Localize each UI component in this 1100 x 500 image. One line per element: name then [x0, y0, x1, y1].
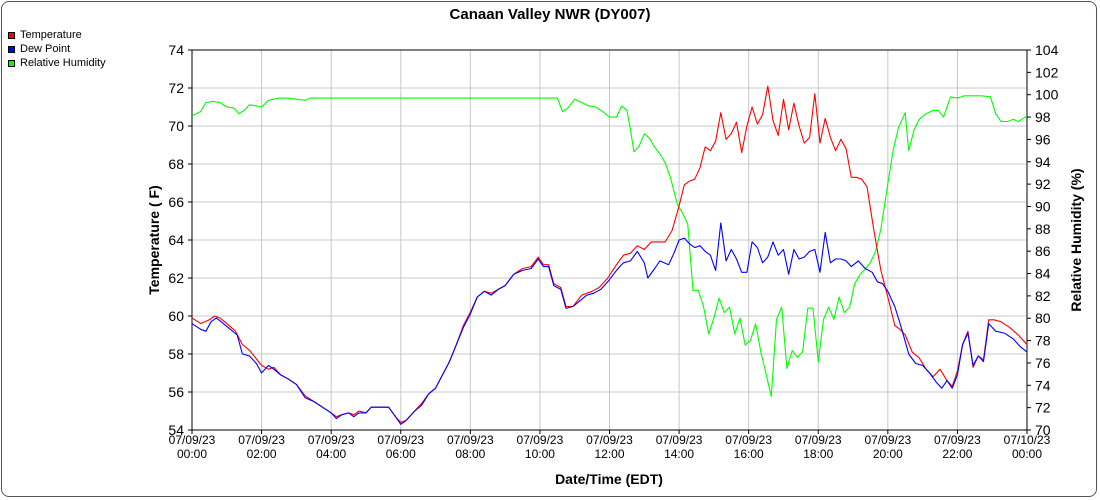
y2-tick-label: 100 [1035, 87, 1059, 103]
y-tick-label: 72 [168, 80, 184, 96]
y2-axis-label: Relative Humidity (%) [1068, 168, 1084, 311]
x-tick-label-date: 07/09/23 [656, 433, 703, 447]
grid [191, 49, 1028, 431]
x-tick-label-time: 20:00 [873, 447, 903, 461]
x-tick-label-date: 07/09/23 [447, 433, 494, 447]
y-tick-label: 58 [168, 346, 184, 362]
x-tick-label-time: 12:00 [594, 447, 624, 461]
x-tick-label-date: 07/09/23 [377, 433, 424, 447]
y2-tick-label: 94 [1035, 154, 1051, 170]
y-tick-label: 70 [168, 118, 184, 134]
y2-tick-label: 82 [1035, 288, 1051, 304]
y-tick-label: 56 [168, 384, 184, 400]
y2-tick-label: 92 [1035, 176, 1051, 192]
x-tick-label-time: 22:00 [942, 447, 972, 461]
y2-tick-label: 88 [1035, 221, 1051, 237]
y2-tick-label: 104 [1035, 42, 1059, 58]
relative-humidity-swatch [8, 59, 15, 67]
x-tick-label-time: 04:00 [316, 447, 346, 461]
y2-tick-label: 86 [1035, 243, 1051, 259]
x-tick-label-time: 08:00 [455, 447, 485, 461]
y-tick-label: 68 [168, 156, 184, 172]
x-axis-label: Date/Time (EDT) [555, 471, 663, 487]
legend-item-dew-point: Dew Point [8, 42, 106, 56]
y2-tick-label: 70 [1035, 422, 1051, 438]
x-tick-label-date: 07/09/23 [725, 433, 772, 447]
y2-tick-label: 76 [1035, 355, 1051, 371]
x-tick-label-date: 07/09/23 [308, 433, 355, 447]
x-tick-label-time: 00:00 [1012, 447, 1042, 461]
x-tick-label-date: 07/10/23 [1004, 433, 1051, 447]
y-tick-label: 54 [168, 422, 184, 438]
y2-tick-label: 74 [1035, 377, 1051, 393]
y2-tick-label: 102 [1035, 64, 1059, 80]
x-axis: 07/09/2300:0007/09/2302:0007/09/2304:000… [169, 430, 1051, 461]
y2-tick-label: 98 [1035, 109, 1051, 125]
y2-tick-label: 84 [1035, 266, 1051, 282]
legend-label-relative-humidity: Relative Humidity [20, 57, 106, 69]
y2-tick-label: 96 [1035, 131, 1051, 147]
y2-tick-label: 90 [1035, 198, 1051, 214]
x-tick-label-date: 07/09/23 [517, 433, 564, 447]
temperature-swatch [8, 31, 15, 39]
x-tick-label-time: 02:00 [247, 447, 277, 461]
series-line-relative-humidity [191, 95, 1028, 398]
dew-point-swatch [8, 45, 15, 53]
x-tick-label-date: 07/09/23 [238, 433, 285, 447]
x-tick-label-time: 10:00 [525, 447, 555, 461]
x-tick-label-date: 07/09/23 [864, 433, 911, 447]
x-tick-label-time: 18:00 [803, 447, 833, 461]
x-tick-label-date: 07/09/23 [795, 433, 842, 447]
y-axis-right: 70 72 74 76 78 80 82 84 86 88 90 92 94 96 98 100 102 104 [1027, 42, 1059, 438]
x-tick-label-time: 06:00 [386, 447, 416, 461]
y-tick-label: 74 [168, 42, 184, 58]
legend-label-dew-point: Dew Point [20, 43, 71, 55]
chart-title: Canaan Valley NWR (DY007) [450, 6, 651, 23]
legend-item-temperature: Temperature [8, 28, 106, 42]
y-axis-left: 54 56 58 60 62 64 66 68 70 72 74 [168, 42, 192, 438]
y-tick-label: 64 [168, 232, 184, 248]
x-tick-label-time: 14:00 [664, 447, 694, 461]
y-tick-label: 66 [168, 194, 184, 210]
x-tick-label-time: 00:00 [177, 447, 207, 461]
y2-tick-label: 80 [1035, 310, 1051, 326]
series-line-dew-point [191, 222, 1028, 425]
x-tick-label-date: 07/09/23 [934, 433, 981, 447]
y-tick-label: 62 [168, 270, 184, 286]
x-tick-label-time: 16:00 [734, 447, 764, 461]
y-axis-label: Temperature ( F) [146, 185, 162, 294]
x-tick-label-date: 07/09/23 [586, 433, 633, 447]
series-layer [191, 85, 1028, 425]
legend-item-relative-humidity: Relative Humidity [8, 56, 106, 70]
legend-label-temperature: Temperature [20, 29, 82, 41]
y-tick-label: 60 [168, 308, 184, 324]
legend: Temperature Dew Point Relative Humidity [8, 28, 106, 70]
series-line-temperature [191, 85, 1028, 423]
y2-tick-label: 78 [1035, 333, 1051, 349]
y2-tick-label: 72 [1035, 400, 1051, 416]
x-tick-label-date: 07/09/23 [169, 433, 216, 447]
